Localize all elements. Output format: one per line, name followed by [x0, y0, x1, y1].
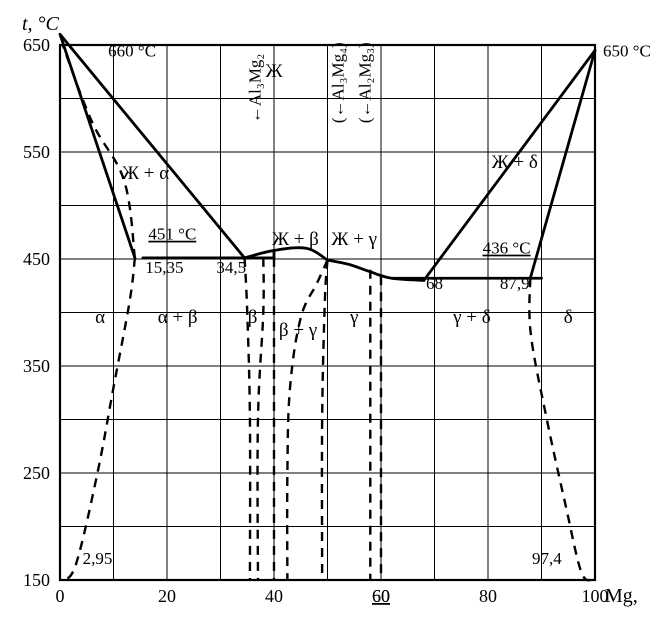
- point-label: 34,5: [216, 258, 246, 277]
- region-label: Ж + γ: [331, 229, 377, 250]
- y-axis-title: t, °C: [22, 13, 60, 35]
- y-tick-label: 650: [23, 35, 50, 55]
- region-label: α + β: [158, 307, 198, 328]
- phase-boundary-solid: [60, 34, 135, 258]
- point-label: 15,35: [145, 258, 183, 277]
- y-tick-label: 150: [23, 570, 50, 590]
- x-tick-label: 20: [158, 586, 176, 606]
- compound-annotation: (←Al₂Mg₃): [355, 42, 374, 123]
- point-label: 97,4: [532, 549, 562, 568]
- y-tick-label: 450: [23, 249, 50, 269]
- point-label: 2,95: [83, 549, 113, 568]
- region-label: β + γ: [279, 320, 317, 341]
- y-tick-label: 250: [23, 463, 50, 483]
- region-label: Ж + α: [122, 163, 169, 184]
- compound-annotation: ←Al₃Mg₂: [246, 54, 265, 123]
- y-tick-label: 550: [23, 142, 50, 162]
- eutectic-label-right: 436 °C: [483, 239, 531, 258]
- x-tick-label: 0: [56, 586, 65, 606]
- x-axis-title: Mg,: [605, 585, 638, 607]
- region-label: Ж: [265, 61, 283, 82]
- phase-diagram-chart: ←Al₃Mg₂(←Al₃Mg₄)(←Al₂Mg₃)020406080100150…: [0, 0, 665, 625]
- melting-point-right: 650 °C: [603, 41, 651, 60]
- region-label: γ + δ: [452, 307, 491, 328]
- x-tick-label: 80: [479, 586, 497, 606]
- region-label: α: [95, 307, 105, 328]
- region-label: γ: [349, 307, 358, 328]
- point-label: 68: [426, 274, 443, 293]
- eutectic-label-left: 451 °C: [148, 225, 196, 244]
- phase-boundary-solid: [530, 50, 595, 278]
- compound-annotation: (←Al₃Mg₄): [329, 42, 348, 123]
- region-label: δ: [564, 307, 573, 328]
- x-minor-label: 60: [372, 586, 390, 606]
- grid: [60, 45, 595, 580]
- melting-point-left: 660 °C: [108, 41, 156, 60]
- phase-boundary-dashed: [258, 258, 264, 580]
- region-label: Ж + δ: [492, 152, 538, 173]
- point-label: 87,9: [500, 274, 530, 293]
- x-tick-label: 40: [265, 586, 283, 606]
- phase-boundary-dashed: [322, 260, 328, 580]
- phase-boundary-dashed: [529, 278, 592, 580]
- region-label: Ж + β: [272, 229, 319, 250]
- region-label: β: [248, 307, 258, 328]
- y-tick-label: 350: [23, 356, 50, 376]
